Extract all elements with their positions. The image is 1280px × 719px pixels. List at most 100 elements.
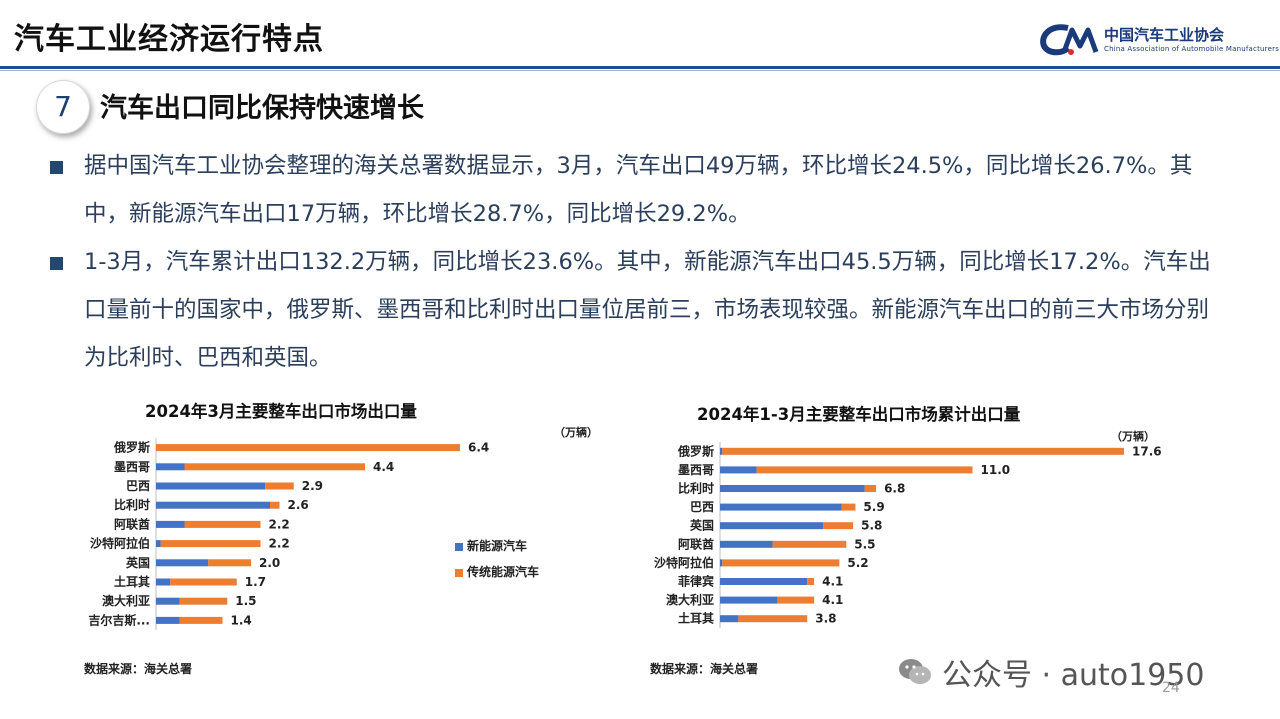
- bar-nev: [720, 466, 757, 474]
- bar-total-label: 4.1: [822, 593, 843, 607]
- bar-traditional: [208, 559, 251, 567]
- bar-traditional: [841, 503, 856, 511]
- bar-total-label: 17.6: [1132, 444, 1162, 458]
- bar-total-label: 2.6: [288, 498, 309, 512]
- bar-total-label: 5.9: [863, 500, 884, 514]
- category-label: 沙特阿拉伯: [90, 536, 150, 551]
- bar-traditional: [184, 520, 261, 528]
- bar-total-label: 2.0: [259, 556, 280, 570]
- bar-traditional: [807, 578, 815, 585]
- category-label: 吉尔吉斯...: [88, 612, 150, 627]
- paragraph-q1-exports: 1-3月，汽车累计出口132.2万辆，同比增长23.6%。其中，新能源汽车出口4…: [84, 249, 1211, 371]
- category-label: 巴西: [690, 500, 714, 514]
- bar-total-label: 4.4: [373, 460, 394, 474]
- bar-traditional: [772, 540, 847, 548]
- bar-nev: [156, 482, 266, 490]
- category-label: 沙特阿拉伯: [654, 555, 714, 570]
- section-number-badge: 7: [36, 80, 90, 134]
- bar-traditional: [738, 615, 808, 623]
- bar-nev: [156, 597, 180, 605]
- bar-nev: [156, 501, 270, 509]
- chart-left-unit: （万辆）: [554, 426, 598, 439]
- bar-nev: [720, 447, 723, 455]
- category-label: 比利时: [114, 497, 150, 512]
- bar-traditional: [184, 463, 365, 471]
- wechat-account: 公众号 · auto1950: [942, 658, 1205, 693]
- chart-right-source: 数据来源：海关总署: [650, 662, 759, 676]
- bar-total-label: 11.0: [981, 463, 1011, 477]
- category-label: 阿联酋: [678, 536, 714, 551]
- bullet-square-icon: [50, 161, 63, 174]
- bar-traditional: [170, 578, 237, 586]
- category-label: 土耳其: [678, 611, 714, 626]
- chart-right-q1: 俄罗斯 17.6 墨西哥 11.0 比利时 6.8 巴西 5.9 英国 5.8 阿联酋 5.5 沙特阿拉…: [654, 442, 1162, 628]
- bar-traditional: [722, 559, 840, 567]
- category-label: 俄罗斯: [113, 440, 150, 455]
- bar-nev: [156, 540, 161, 548]
- bar-nev: [720, 596, 778, 604]
- bar-traditional: [156, 444, 460, 452]
- category-label: 墨西哥: [678, 463, 714, 477]
- chart-right-title: 2024年1-3月主要整车出口市场累计出口量: [697, 405, 1021, 424]
- category-label: 巴西: [126, 479, 150, 493]
- bullet-square-icon: [50, 257, 63, 270]
- caam-logo-icon: [1040, 24, 1099, 56]
- bar-nev: [156, 616, 180, 624]
- category-label: 澳大利亚: [666, 592, 714, 607]
- category-label: 英国: [126, 555, 150, 570]
- bar-traditional: [179, 616, 223, 624]
- bar-traditional: [864, 485, 877, 492]
- bar-traditional: [756, 466, 973, 474]
- bar-total-label: 1.5: [235, 594, 256, 608]
- category-label: 俄罗斯: [677, 443, 714, 458]
- header-divider: [0, 66, 1280, 69]
- bar-total-label: 3.8: [815, 612, 836, 626]
- bar-nev: [156, 559, 209, 567]
- bar-traditional: [722, 447, 1124, 455]
- chart-left-march: 俄罗斯 6.4 墨西哥 4.4 巴西 2.9 比利时 2.6 阿联酋 2.2 沙特阿拉伯 2.2 英国 2…: [88, 438, 489, 630]
- bar-total-label: 4.1: [822, 575, 843, 589]
- bar-total-label: 5.5: [854, 537, 875, 551]
- legend-traditional-label: 传统能源汽车: [467, 565, 540, 579]
- bar-traditional: [823, 522, 854, 530]
- category-label: 土耳其: [114, 574, 150, 589]
- wechat-watermark: 公众号 · auto1950: [898, 650, 1204, 694]
- chart-left-title: 2024年3月主要整车出口市场出口量: [145, 402, 417, 421]
- bar-nev: [720, 615, 739, 623]
- legend-traditional-swatch: [455, 568, 463, 577]
- bar-total-label: 2.2: [269, 537, 290, 551]
- legend-nev-label: 新能源汽车: [467, 539, 528, 553]
- caam-logo: 中国汽车工业协会 China Association of Automobile…: [1038, 22, 1279, 60]
- bar-nev: [720, 522, 824, 530]
- bar-total-label: 1.4: [231, 613, 252, 627]
- bar-total-label: 6.4: [468, 441, 489, 455]
- bar-total-label: 2.9: [302, 479, 323, 493]
- bar-traditional: [160, 540, 261, 548]
- legend-nev-swatch: [455, 542, 463, 551]
- bar-nev: [156, 578, 171, 586]
- logo-text-en: China Association of Automobile Manufact…: [1104, 45, 1280, 53]
- paragraph-march-exports: 据中国汽车工业协会整理的海关总署数据显示，3月，汽车出口49万辆，环比增长24.…: [84, 153, 1193, 227]
- legend-traditional: 传统能源汽车: [455, 563, 539, 580]
- category-label: 阿联酋: [114, 516, 150, 531]
- bar-total-label: 5.8: [861, 519, 882, 533]
- category-label: 澳大利亚: [102, 593, 150, 608]
- bar-traditional: [777, 596, 815, 604]
- wechat-icon: [899, 659, 931, 684]
- header-divider-thin: [0, 70, 1280, 71]
- bar-traditional: [270, 501, 280, 509]
- category-label: 比利时: [678, 481, 714, 496]
- bar-total-label: 6.8: [884, 482, 905, 496]
- category-label: 英国: [690, 518, 714, 533]
- bar-nev: [720, 578, 808, 585]
- bar-nev: [720, 503, 842, 511]
- category-label: 墨西哥: [114, 460, 150, 474]
- section-title: 汽车出口同比保持快速增长: [100, 93, 424, 124]
- page-header-title: 汽车工业经济运行特点: [14, 22, 324, 57]
- chart-left-source: 数据来源：海关总署: [84, 662, 193, 676]
- bar-traditional: [265, 482, 294, 490]
- bar-nev: [156, 520, 185, 528]
- bar-total-label: 1.7: [245, 575, 266, 589]
- category-label: 菲律宾: [678, 574, 714, 589]
- bar-nev: [720, 559, 723, 567]
